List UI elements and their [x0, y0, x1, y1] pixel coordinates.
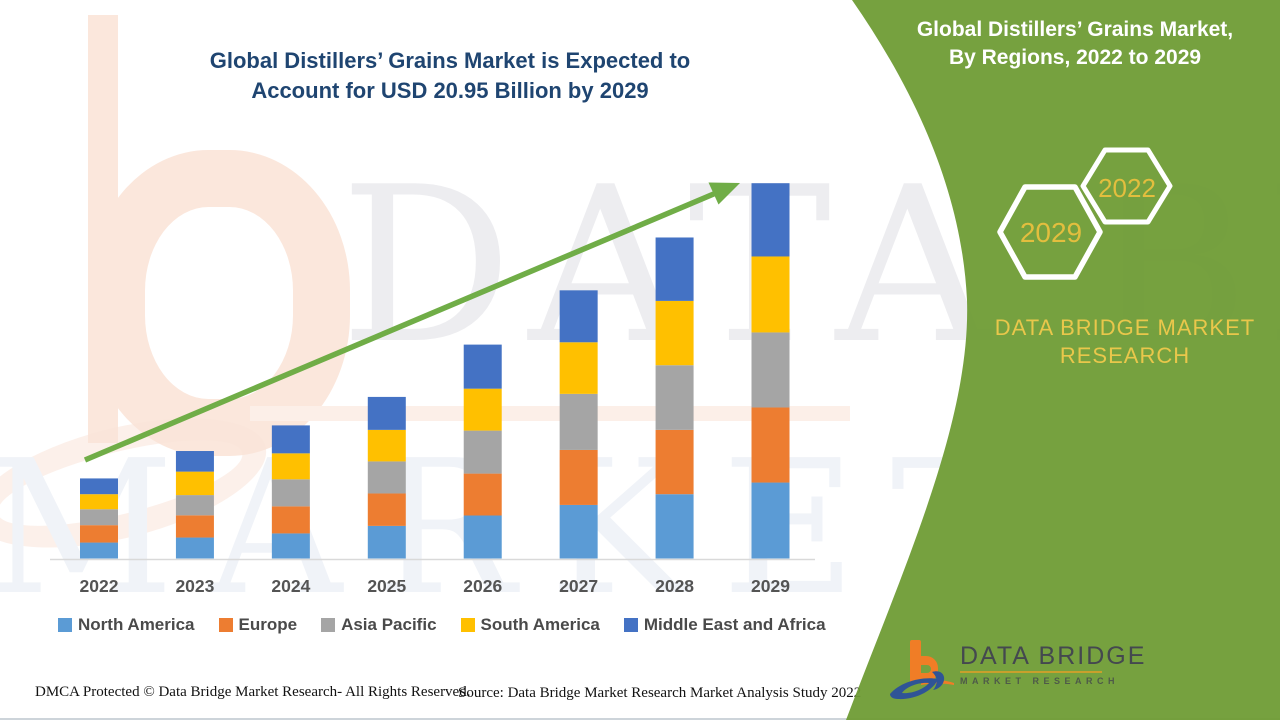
- x-axis-label-2027: 2027: [559, 576, 598, 596]
- brand-text: DATA BRIDGE MARKET RESEARCH: [950, 314, 1280, 370]
- bar-segment-2024-europe: [271, 506, 310, 534]
- bar-segment-2022-europe: [80, 525, 118, 543]
- x-axis-label-2023: 2023: [175, 576, 214, 596]
- bar-segment-2023-asia-pacific: [175, 495, 214, 516]
- legend-label: North America: [78, 615, 195, 634]
- bar-segment-2028-europe: [655, 429, 694, 495]
- footer-dmca-text: DMCA Protected © Data Bridge Market Rese…: [35, 684, 471, 700]
- bar-segment-2022-north-america: [80, 542, 118, 559]
- bar-segment-2027-middle-east-and-africa: [559, 290, 598, 343]
- bar-segment-2027-europe: [559, 449, 598, 505]
- bar-segment-2026-north-america: [463, 515, 502, 559]
- bar-segment-2026-asia-pacific: [463, 430, 502, 474]
- hexagon-2022: [1080, 147, 1173, 225]
- page-title: Global Distillers’ Grains Market is Expe…: [120, 46, 780, 106]
- legend-item-asia-pacific: Asia Pacific: [321, 615, 437, 635]
- legend-item-europe: Europe: [218, 615, 298, 635]
- bottom-border-line: [0, 718, 1280, 720]
- bar-segment-2024-asia-pacific: [271, 479, 310, 507]
- logo-subtitle: MARKET RESEARCH: [960, 676, 1120, 686]
- bar-segment-2023-south-america: [175, 471, 214, 496]
- x-axis-label-2025: 2025: [367, 576, 406, 596]
- legend-label: Europe: [238, 615, 298, 634]
- bar-segment-2027-asia-pacific: [559, 393, 598, 450]
- logo-title: DATA BRIDGE: [960, 642, 1147, 670]
- page-title-line2: Account for USD 20.95 Billion by 2029: [251, 78, 649, 103]
- bar-segment-2027-north-america: [559, 504, 598, 559]
- legend-swatch: [460, 618, 475, 632]
- green-panel-title: Global Distillers’ Grains Market, By Reg…: [880, 16, 1270, 72]
- legend-swatch: [218, 618, 233, 632]
- green-panel-title-line2: By Regions, 2022 to 2029: [948, 46, 1202, 69]
- bar-segment-2029-north-america: [751, 482, 790, 559]
- bar-segment-2028-south-america: [655, 300, 694, 366]
- footer-source-text: Source: Data Bridge Market Research Mark…: [458, 685, 862, 701]
- bar-segment-2027-south-america: [559, 342, 598, 394]
- bar-segment-2025-europe: [367, 493, 406, 526]
- hexagon-2022-label: 2022: [1098, 173, 1156, 203]
- legend-swatch: [623, 618, 638, 632]
- databridge-logo: DATA BRIDGE MARKET RESEARCH: [888, 632, 1146, 702]
- bar-segment-2025-asia-pacific: [367, 461, 406, 494]
- hexagon-2029-label: 2029: [1020, 217, 1082, 248]
- bar-segment-2024-north-america: [271, 533, 310, 559]
- logo-underline: [960, 671, 1102, 673]
- bar-segment-2022-south-america: [80, 494, 118, 510]
- hexagon-2029: [997, 184, 1103, 280]
- green-panel-title-line1: Global Distillers’ Grains Market,: [916, 18, 1234, 41]
- x-axis-label-2026: 2026: [463, 576, 502, 596]
- legend-swatch: [58, 618, 72, 632]
- x-axis-label-2029: 2029: [751, 576, 790, 596]
- x-axis-label-2022: 2022: [80, 576, 119, 596]
- bar-segment-2023-middle-east-and-africa: [175, 451, 214, 472]
- legend-item-south-america: South America: [460, 615, 600, 635]
- bar-segment-2022-middle-east-and-africa: [80, 478, 118, 495]
- bar-segment-2025-south-america: [367, 429, 406, 462]
- legend-item-north-america: North America: [58, 615, 195, 635]
- trend-arrow-head: [708, 182, 740, 205]
- bar-segment-2024-south-america: [271, 453, 310, 480]
- bar-segment-2028-middle-east-and-africa: [655, 237, 694, 301]
- page-title-line1: Global Distillers’ Grains Market is Expe…: [209, 48, 691, 73]
- bar-segment-2029-middle-east-and-africa: [751, 183, 790, 257]
- bar-segment-2026-europe: [463, 473, 502, 516]
- bar-segment-2022-asia-pacific: [80, 509, 118, 526]
- bar-segment-2026-middle-east-and-africa: [463, 344, 502, 389]
- legend-label: Middle East and Africa: [643, 615, 826, 634]
- legend-label: South America: [480, 615, 600, 634]
- x-axis-label-2024: 2024: [271, 576, 310, 596]
- databridge-logo-text: DATA BRIDGE MARKET RESEARCH: [960, 632, 1146, 686]
- legend-item-middle-east-and-africa: Middle East and Africa: [623, 615, 826, 635]
- chart-legend: North America Europe Asia Pacific South Ame…: [58, 615, 828, 635]
- brand-text-line2: RESEARCH: [1059, 343, 1191, 368]
- bar-segment-2023-europe: [175, 515, 214, 538]
- x-axis-label-2028: 2028: [655, 576, 694, 596]
- legend-swatch: [321, 618, 336, 632]
- bar-segment-2023-north-america: [175, 537, 214, 559]
- bar-segment-2029-asia-pacific: [751, 332, 790, 408]
- green-panel-shape: [846, 0, 1280, 720]
- bar-segment-2028-north-america: [655, 494, 694, 559]
- bar-segment-2029-south-america: [751, 256, 790, 333]
- databridge-logo-icon: [890, 640, 954, 700]
- legend-label: Asia Pacific: [341, 615, 437, 634]
- brand-text-line1: DATA BRIDGE MARKET: [994, 315, 1256, 340]
- bar-segment-2025-north-america: [367, 525, 406, 559]
